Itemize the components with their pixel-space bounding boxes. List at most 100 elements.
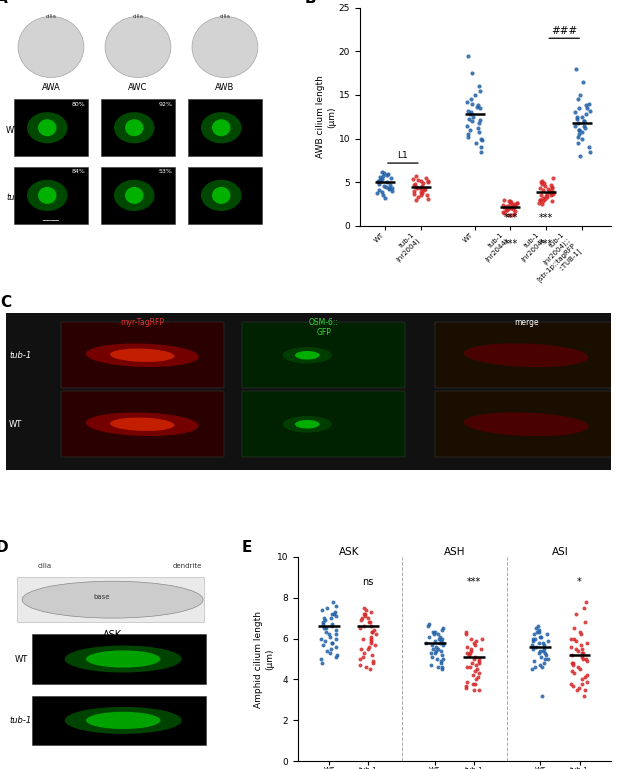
Point	[499, 207, 508, 219]
Point	[461, 626, 471, 638]
Point	[463, 119, 473, 131]
Point	[567, 657, 577, 669]
Ellipse shape	[110, 418, 175, 431]
Point	[542, 188, 552, 200]
Bar	[31, 634, 206, 684]
Point	[366, 626, 376, 638]
Point	[435, 637, 445, 649]
Point	[412, 182, 422, 195]
Point	[461, 681, 471, 694]
Point	[410, 178, 420, 190]
Point	[331, 624, 341, 637]
Point	[434, 632, 444, 644]
Text: cilia: cilia	[46, 15, 57, 19]
Point	[318, 618, 328, 631]
Point	[575, 89, 585, 102]
Point	[466, 93, 476, 105]
Point	[569, 622, 579, 634]
Point	[476, 145, 486, 158]
Point	[470, 89, 480, 102]
Point	[537, 690, 547, 702]
Point	[538, 191, 548, 204]
Point	[321, 626, 331, 638]
Point	[474, 117, 484, 129]
Point	[566, 632, 576, 644]
Point	[546, 178, 556, 191]
Point	[535, 659, 545, 671]
Point	[465, 124, 474, 136]
Point	[580, 684, 590, 696]
Point	[505, 208, 515, 221]
Point	[386, 171, 395, 184]
Point	[423, 620, 433, 632]
Ellipse shape	[464, 412, 589, 436]
Point	[466, 106, 476, 118]
Point	[467, 115, 477, 128]
Point	[473, 671, 482, 684]
Point	[578, 647, 588, 659]
Point	[534, 626, 544, 638]
Ellipse shape	[65, 707, 182, 734]
Bar	[14, 167, 88, 224]
Point	[387, 185, 397, 197]
Ellipse shape	[295, 351, 320, 360]
Text: ***: ***	[503, 239, 518, 249]
Point	[542, 628, 552, 641]
Point	[574, 102, 584, 115]
Point	[379, 167, 389, 179]
Bar	[101, 167, 175, 224]
Point	[411, 181, 421, 193]
Point	[424, 631, 434, 643]
Point	[355, 653, 365, 665]
Point	[411, 170, 421, 182]
Point	[548, 186, 558, 198]
Point	[329, 606, 339, 618]
Point	[548, 188, 558, 200]
Point	[468, 669, 478, 681]
Point	[331, 632, 341, 644]
Point	[573, 117, 583, 129]
Point	[581, 595, 591, 608]
Point	[367, 626, 377, 638]
Point	[474, 655, 484, 667]
Point	[375, 176, 384, 188]
Point	[471, 659, 481, 671]
Point	[584, 98, 594, 110]
Bar	[436, 322, 617, 388]
Point	[368, 657, 378, 669]
Point	[327, 637, 337, 649]
Point	[428, 626, 437, 638]
Point	[358, 651, 368, 663]
Point	[581, 108, 591, 120]
Point	[363, 612, 373, 624]
Point	[408, 185, 418, 197]
Text: E: E	[241, 540, 252, 554]
Point	[463, 128, 473, 141]
Bar	[188, 167, 262, 224]
Point	[359, 601, 369, 614]
Point	[366, 620, 376, 632]
Point	[416, 180, 426, 192]
Point	[477, 632, 487, 644]
Text: ────: ────	[43, 218, 59, 224]
Point	[502, 204, 511, 216]
Point	[585, 105, 595, 117]
Point	[471, 674, 481, 686]
Point	[359, 620, 369, 632]
Point	[473, 122, 483, 135]
Point	[470, 677, 480, 690]
Point	[421, 637, 431, 649]
Point	[577, 651, 587, 663]
Point	[470, 653, 479, 665]
Text: AWA: AWA	[41, 83, 60, 92]
Point	[573, 644, 582, 657]
Point	[465, 647, 475, 659]
Point	[547, 182, 557, 195]
Point	[418, 177, 428, 189]
Point	[573, 661, 582, 674]
Point	[360, 610, 370, 622]
Point	[317, 653, 326, 665]
Point	[384, 183, 394, 195]
Point	[512, 197, 522, 209]
Point	[471, 101, 481, 113]
